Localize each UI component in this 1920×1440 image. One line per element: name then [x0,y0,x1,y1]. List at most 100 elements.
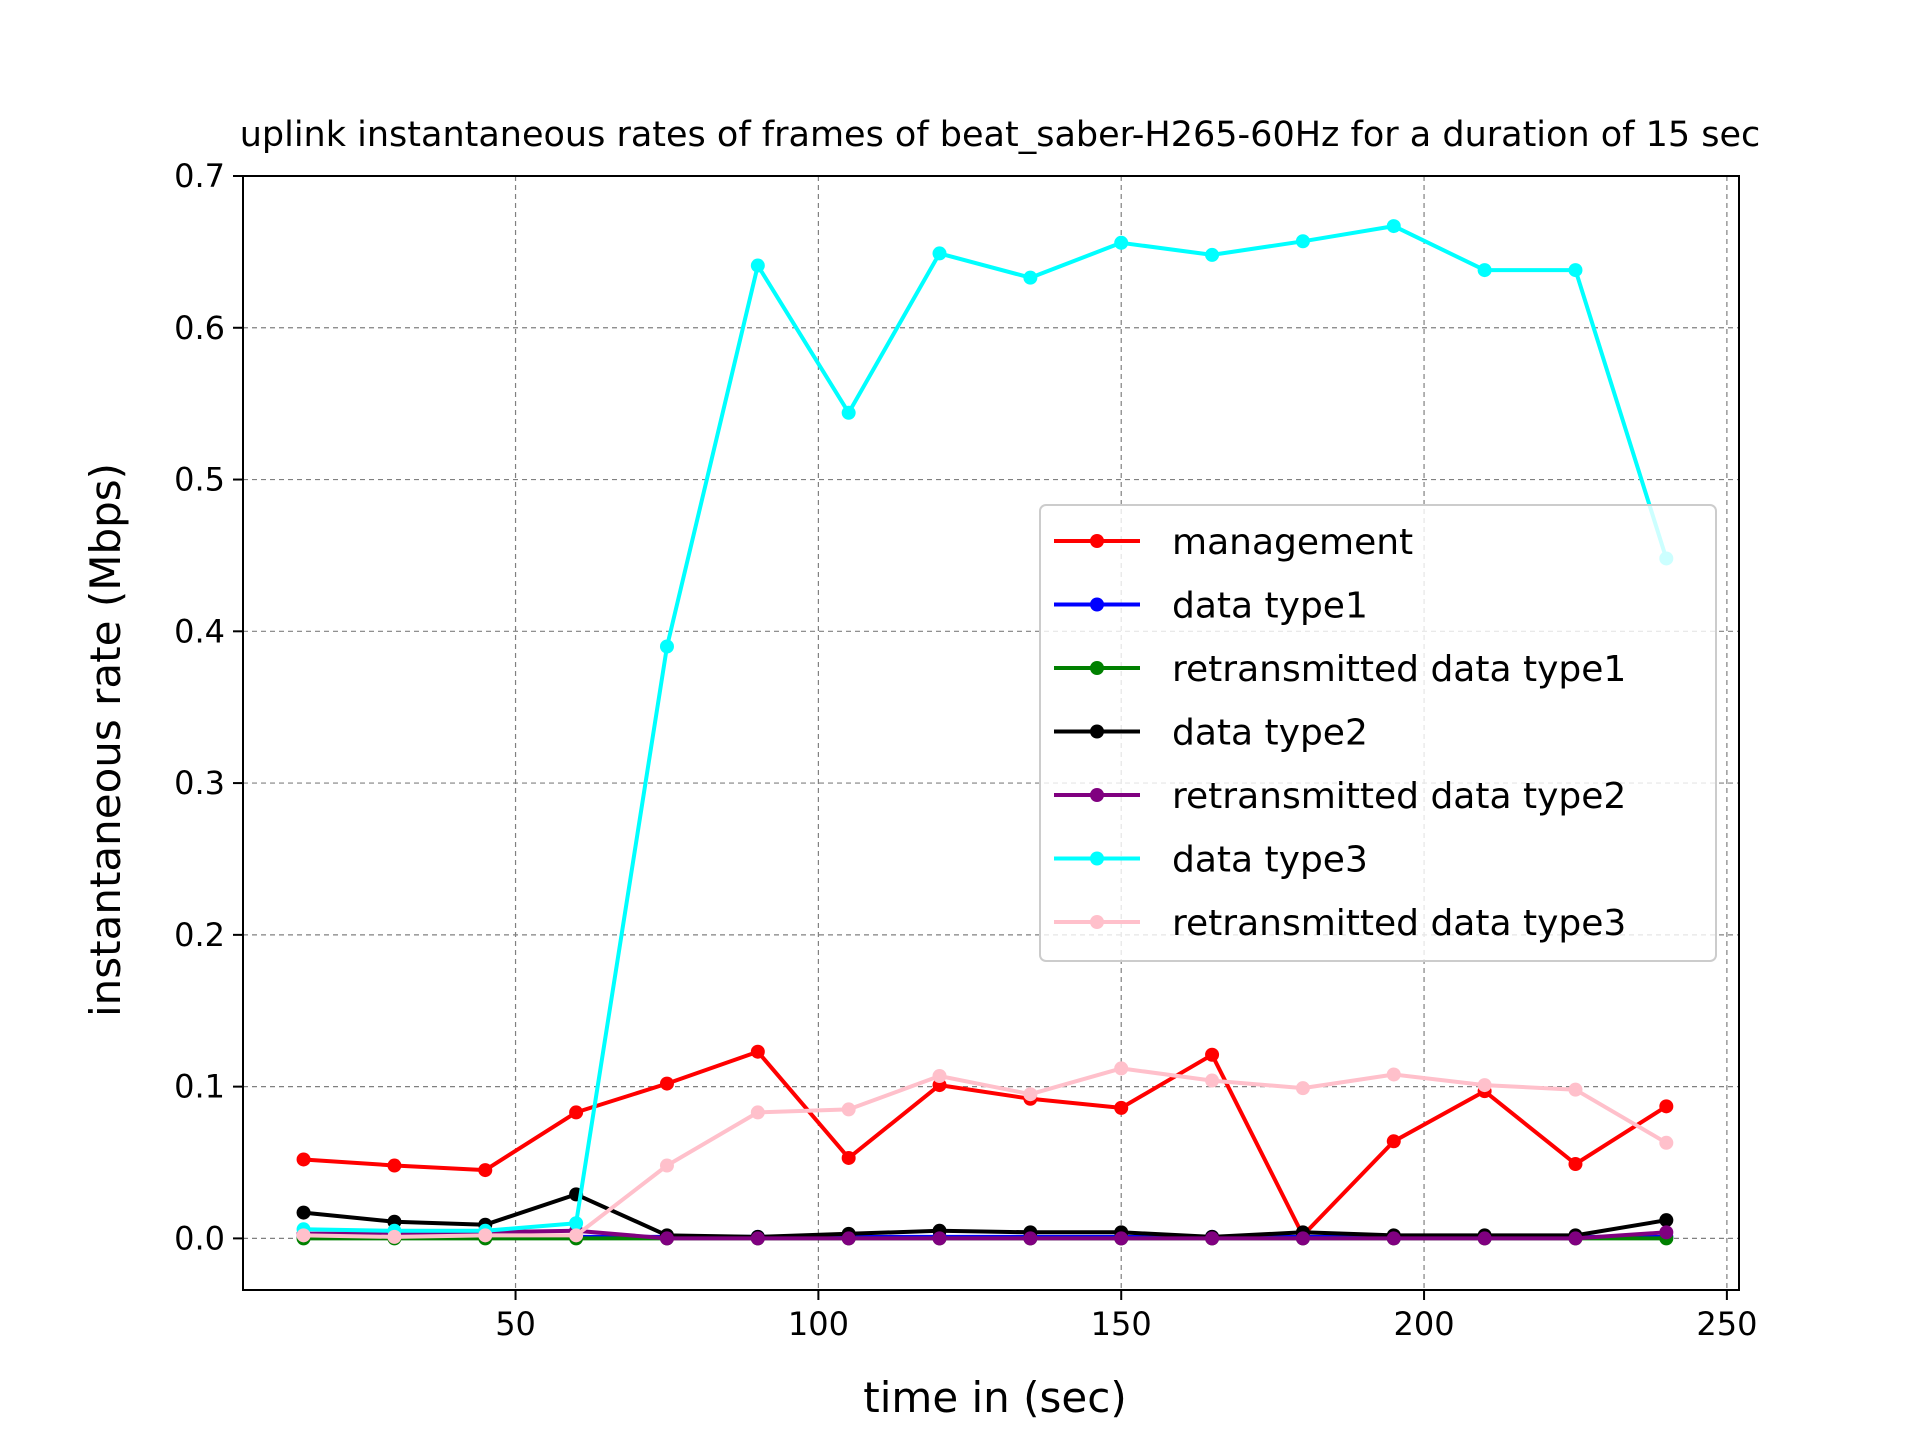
data-point [1205,1231,1220,1246]
x-tick-label: 250 [1696,1305,1757,1343]
data-point [1023,1231,1038,1246]
axis-ticks: 50 100 150 200 250 0.0 0.1 0.2 0.3 0.4 0.5 0.6 0.7 [174,157,1757,1343]
legend-marker [1090,661,1104,675]
data-point [841,405,856,420]
legend-label: management [1172,522,1413,563]
data-point [750,1231,765,1246]
data-point [1386,1134,1401,1149]
x-tick-label: 50 [495,1305,536,1343]
data-point [478,1228,493,1243]
data-point [1114,1231,1129,1246]
x-tick-label: 150 [1091,1305,1152,1343]
series-retransmitted-data-type3 [296,1061,1674,1244]
data-point [750,1044,765,1059]
data-point [750,1105,765,1120]
data-point [569,1105,584,1120]
y-tick-label: 0.4 [174,612,225,650]
data-point [841,1150,856,1165]
legend: management data type1 retransmitted data t… [1039,504,1717,962]
data-point [1477,263,1492,278]
data-point [659,1158,674,1173]
data-point [387,1158,402,1173]
plot-frame [242,175,1740,1291]
data-point [932,246,947,261]
y-tick-label: 0.1 [174,1068,225,1106]
x-axis-label: time in (sec) [863,1373,1126,1422]
data-point [1023,270,1038,285]
legend-marker [1090,915,1104,929]
data-point [1205,1073,1220,1088]
legend-marker [1090,788,1104,802]
data-point [1295,1081,1310,1096]
data-point [1114,1100,1129,1115]
series-line [303,224,1669,1233]
y-tick-label: 0.0 [174,1219,225,1257]
legend-item: retransmitted data type3 [1054,903,1626,944]
data-point [387,1229,402,1244]
data-point [750,258,765,273]
y-tick-label: 0.2 [174,916,225,954]
data-point [296,1228,311,1243]
data-point [1295,1231,1310,1246]
series-line [303,1228,1667,1241]
x-tick-label: 100 [788,1305,849,1343]
legend-label: retransmitted data type2 [1172,776,1626,817]
data-point [1568,263,1583,278]
data-point [1568,1082,1583,1097]
data-point [1659,1135,1674,1150]
data-point [1386,1067,1401,1082]
data-point [1659,1099,1674,1114]
series-line [303,1049,1668,1238]
data-point [1386,1231,1401,1246]
legend-item: data type1 [1054,586,1368,627]
data-point [932,1231,947,1246]
legend-label: retransmitted data type3 [1172,903,1626,944]
y-tick-label: 0.5 [174,461,225,499]
legend-marker [1090,724,1104,739]
legend-box [1039,504,1717,962]
data-point [296,1205,311,1220]
legend-item: data type3 [1054,840,1368,881]
data-point [1477,1078,1492,1093]
legend-item: retransmitted data type1 [1054,649,1626,690]
data-point [841,1102,856,1117]
y-tick-label: 0.7 [174,157,225,195]
data-point [569,1216,584,1231]
legend-label: data type1 [1172,586,1368,627]
legend-marker [1090,597,1104,612]
data-point [1568,1231,1583,1246]
legend-item: management [1054,522,1413,563]
data-point [569,1228,584,1243]
data-point [1568,1157,1583,1172]
data-point [1205,1047,1220,1062]
series-line [303,1066,1668,1239]
legend-label: retransmitted data type1 [1172,649,1626,690]
legend-label: data type2 [1172,713,1368,754]
data-point [1659,1225,1674,1240]
data-point [478,1163,493,1178]
data-point [932,1069,947,1084]
data-point [659,1076,674,1091]
legend-label: data type3 [1172,840,1368,881]
data-point [1659,1213,1674,1228]
data-point [296,1152,311,1167]
data-point [1114,235,1129,250]
plot-series [296,219,1674,1246]
legend-item: data type2 [1054,713,1368,754]
data-point [659,1231,674,1246]
series-line [303,1192,1667,1239]
data-point [659,639,674,654]
data-point [1386,219,1401,234]
data-point [1114,1061,1129,1076]
chart-title: uplink instantaneous rates of frames of … [240,115,1761,155]
data-point [1477,1231,1492,1246]
data-point [1295,234,1310,249]
data-point [1023,1087,1038,1102]
y-tick-label: 0.6 [174,309,225,347]
legend-marker [1090,851,1104,866]
legend-marker [1090,534,1104,548]
data-point [841,1231,856,1246]
y-axis-label: instantaneous rate (Mbps) [81,463,130,1017]
data-point [1205,247,1220,262]
